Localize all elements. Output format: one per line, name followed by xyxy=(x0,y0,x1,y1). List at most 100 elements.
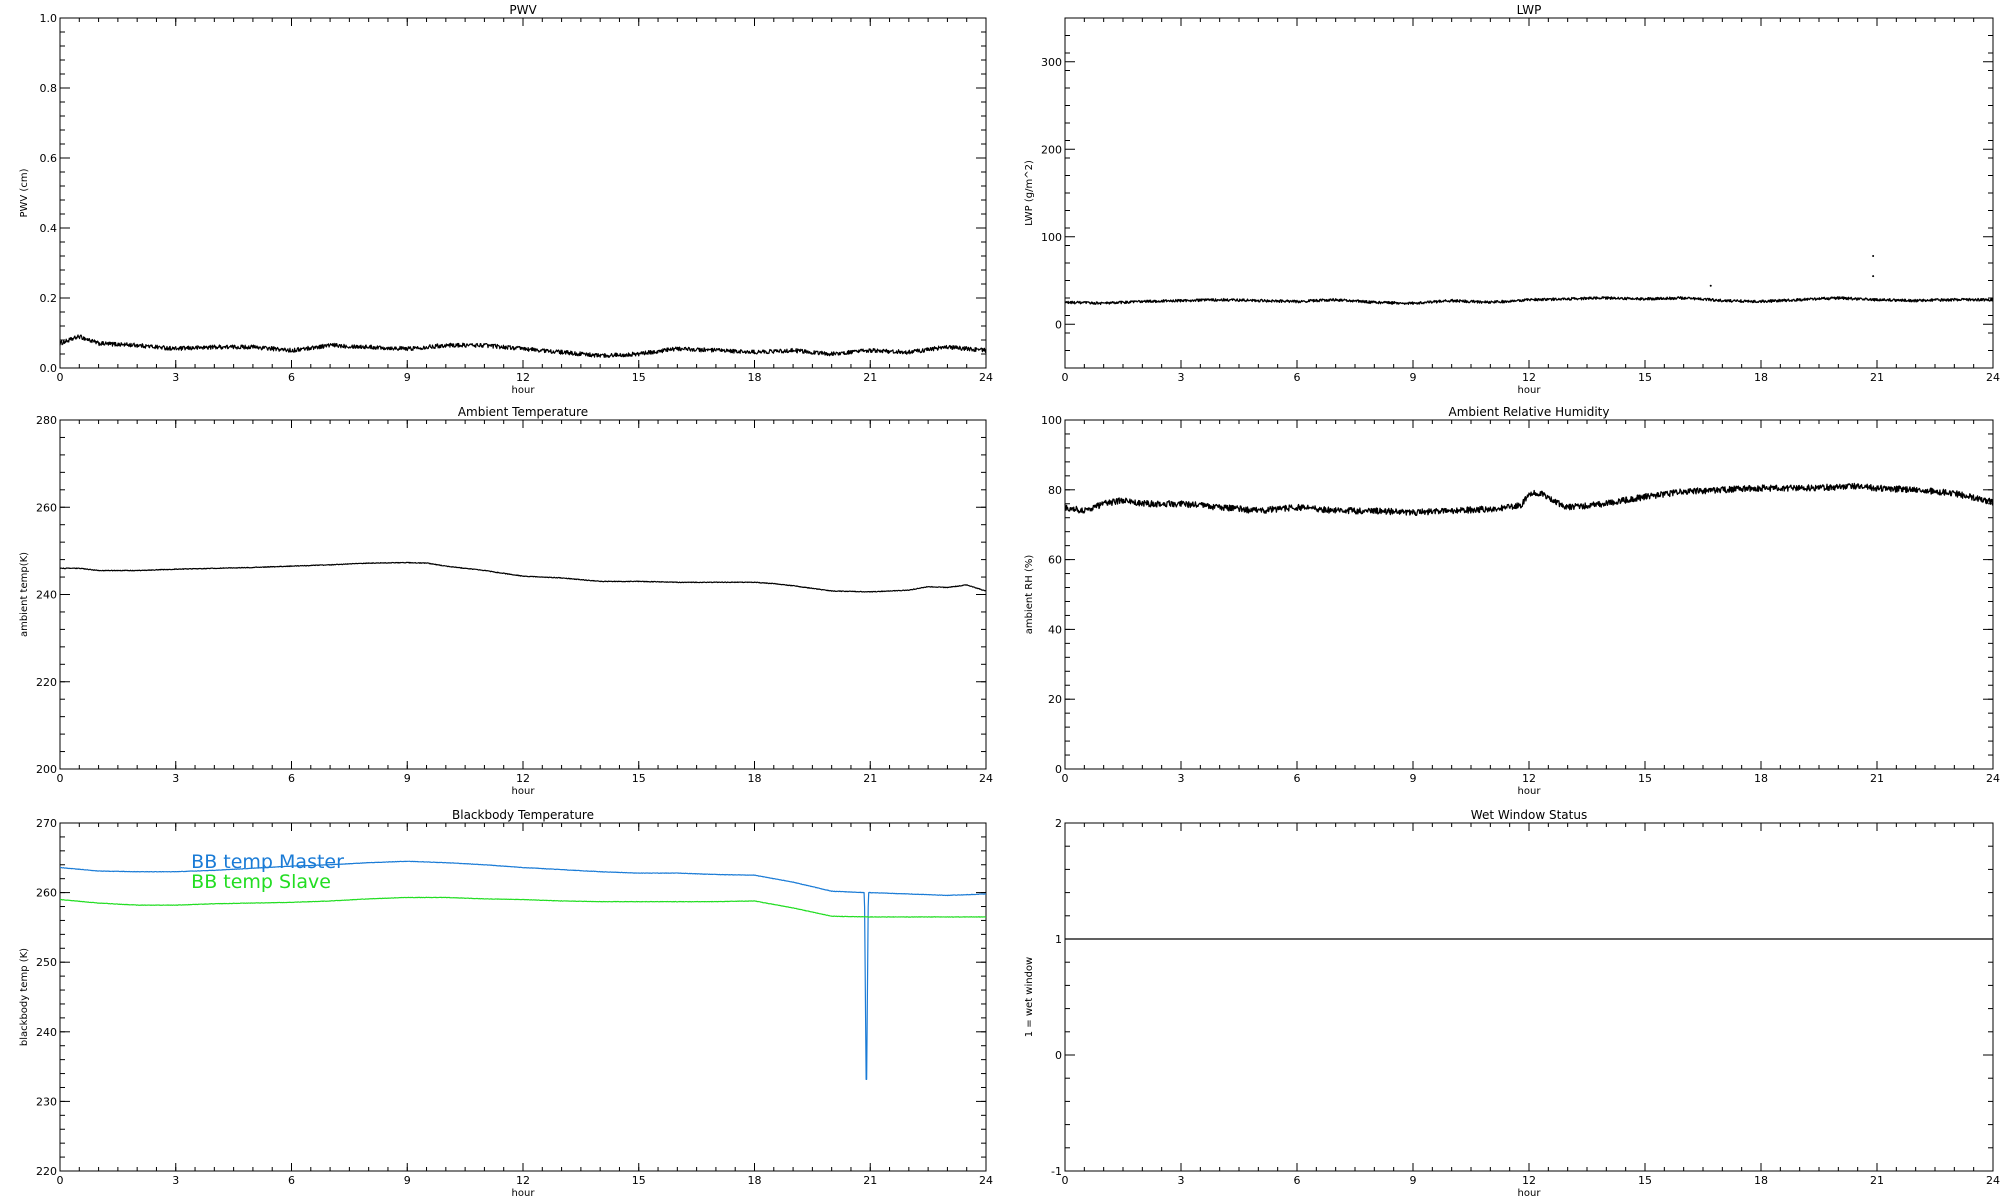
y-axis-label: blackbody temp (K) xyxy=(19,948,30,1046)
y-tick-label: 100 xyxy=(1041,231,1062,244)
y-tick-label: 260 xyxy=(36,501,57,514)
x-tick-label: 12 xyxy=(516,1174,530,1187)
y-tick-label: 1 xyxy=(1055,933,1062,946)
x-tick-label: 21 xyxy=(863,772,877,785)
x-tick-label: 15 xyxy=(632,371,646,384)
chart-lwp: LWP 0 3 6 9 12 15 18 21 24 0 100 200 300 hour LWP (g/m^… xyxy=(1024,3,2000,396)
y-tick-label: 100 xyxy=(1041,414,1062,427)
y-tick-label: 80 xyxy=(1048,484,1062,497)
series-line xyxy=(59,561,987,593)
chart-title: LWP xyxy=(1517,3,1542,17)
x-tick-label: 15 xyxy=(1638,1174,1652,1187)
chart-title: Wet Window Status xyxy=(1471,808,1587,822)
x-tick-label: 24 xyxy=(979,371,993,384)
x-tick-label: 6 xyxy=(288,1174,295,1187)
y-tick-label: 0 xyxy=(1055,318,1062,331)
x-tick-label: 12 xyxy=(516,371,530,384)
x-tick-label: 0 xyxy=(1062,1174,1069,1187)
x-tick-label: 0 xyxy=(1062,371,1069,384)
x-tick-label: 6 xyxy=(1294,1174,1301,1187)
x-axis-label: hour xyxy=(512,385,536,396)
data-point xyxy=(1872,275,1875,278)
x-tick-label: 3 xyxy=(1178,371,1185,384)
y-tick-label: 20 xyxy=(1048,693,1062,706)
x-tick-label: 9 xyxy=(404,1174,411,1187)
series-line xyxy=(59,334,987,359)
x-tick-label: 3 xyxy=(1178,772,1185,785)
plot-frame xyxy=(59,17,987,369)
x-tick-label: 0 xyxy=(1062,772,1069,785)
y-tick-label: 250 xyxy=(36,956,57,969)
x-tick-label: 18 xyxy=(1754,371,1768,384)
x-tick-label: 9 xyxy=(1410,1174,1417,1187)
y-tick-label: 0 xyxy=(1055,763,1062,776)
y-axis-label: LWP (g/m^2) xyxy=(1024,160,1035,226)
y-tick-label: 40 xyxy=(1048,623,1062,636)
x-tick-label: 15 xyxy=(632,1174,646,1187)
x-tick-label: 18 xyxy=(1754,772,1768,785)
x-tick-label: 0 xyxy=(57,772,64,785)
x-axis-label: hour xyxy=(512,1188,536,1199)
x-tick-label: 24 xyxy=(1986,1174,2000,1187)
y-tick-label: 300 xyxy=(1041,56,1062,69)
y-tick-label: 1.0 xyxy=(40,12,58,25)
y-tick-label: 230 xyxy=(36,1095,57,1108)
x-tick-label: 24 xyxy=(1986,772,2000,785)
x-tick-label: 15 xyxy=(1638,772,1652,785)
x-tick-label: 21 xyxy=(863,371,877,384)
x-tick-label: 12 xyxy=(1522,1174,1536,1187)
chart-title: Ambient Relative Humidity xyxy=(1449,405,1610,419)
y-tick-label: 0.6 xyxy=(40,152,58,165)
x-tick-label: 6 xyxy=(288,371,295,384)
x-tick-label: 6 xyxy=(288,772,295,785)
x-tick-label: 9 xyxy=(1410,772,1417,785)
series-line xyxy=(1064,296,1994,306)
series-line-bb-temp-master xyxy=(59,860,987,1081)
x-tick-label: 24 xyxy=(979,772,993,785)
y-tick-label: 0.0 xyxy=(40,362,58,375)
chart-title: Ambient Temperature xyxy=(458,405,588,419)
x-axis-label: hour xyxy=(1518,786,1542,797)
y-tick-label: 2 xyxy=(1055,817,1062,830)
x-tick-label: 3 xyxy=(172,371,179,384)
y-tick-label: 60 xyxy=(1048,554,1062,567)
x-tick-label: 24 xyxy=(1986,371,2000,384)
x-tick-label: 0 xyxy=(57,1174,64,1187)
x-tick-label: 18 xyxy=(748,1174,762,1187)
x-tick-label: 12 xyxy=(516,772,530,785)
x-axis-label: hour xyxy=(512,786,536,797)
chart-pwv: PWV 0 3 6 9 12 15 18 21 24 0.0 0.2 0.4 0.6 0.8 1.0 hour P… xyxy=(19,3,993,396)
x-tick-label: 24 xyxy=(979,1174,993,1187)
legend-label: BB temp Master xyxy=(191,851,344,873)
series-line xyxy=(1064,482,1994,517)
y-tick-label: 270 xyxy=(36,817,57,830)
y-tick-label: 260 xyxy=(36,887,57,900)
y-tick-label: 220 xyxy=(36,676,57,689)
x-tick-label: 21 xyxy=(1870,371,1884,384)
y-tick-label: 0.4 xyxy=(40,222,58,235)
x-tick-label: 9 xyxy=(404,371,411,384)
x-tick-label: 12 xyxy=(1522,371,1536,384)
x-axis-label: hour xyxy=(1518,385,1542,396)
chart-blackbody-temp: Blackbody Temperature 0 3 6 9 12 15 18 21 24 220 23… xyxy=(19,808,993,1199)
plot-frame xyxy=(1064,822,1994,1172)
chart-title: Blackbody Temperature xyxy=(452,808,594,822)
y-tick-label: 240 xyxy=(36,1026,57,1039)
x-tick-label: 18 xyxy=(748,371,762,384)
y-tick-label: 0 xyxy=(1055,1049,1062,1062)
y-tick-label: -1 xyxy=(1051,1165,1062,1178)
y-axis-label: PWV (cm) xyxy=(19,168,30,217)
plot-frame xyxy=(1064,17,1994,369)
x-tick-label: 9 xyxy=(1410,371,1417,384)
y-tick-label: 200 xyxy=(36,763,57,776)
y-tick-label: 200 xyxy=(1041,143,1062,156)
x-tick-label: 3 xyxy=(1178,1174,1185,1187)
data-point xyxy=(1709,284,1712,287)
y-tick-label: 220 xyxy=(36,1165,57,1178)
y-tick-label: 0.2 xyxy=(40,292,58,305)
chart-ambient-temp: Ambient Temperature 0 3 6 9 12 15 18 21 24 200 220 2… xyxy=(19,405,993,797)
chart-ambient-rh: Ambient Relative Humidity 0 3 6 9 12 15 18 21 24 0… xyxy=(1024,405,2000,797)
x-tick-label: 18 xyxy=(1754,1174,1768,1187)
